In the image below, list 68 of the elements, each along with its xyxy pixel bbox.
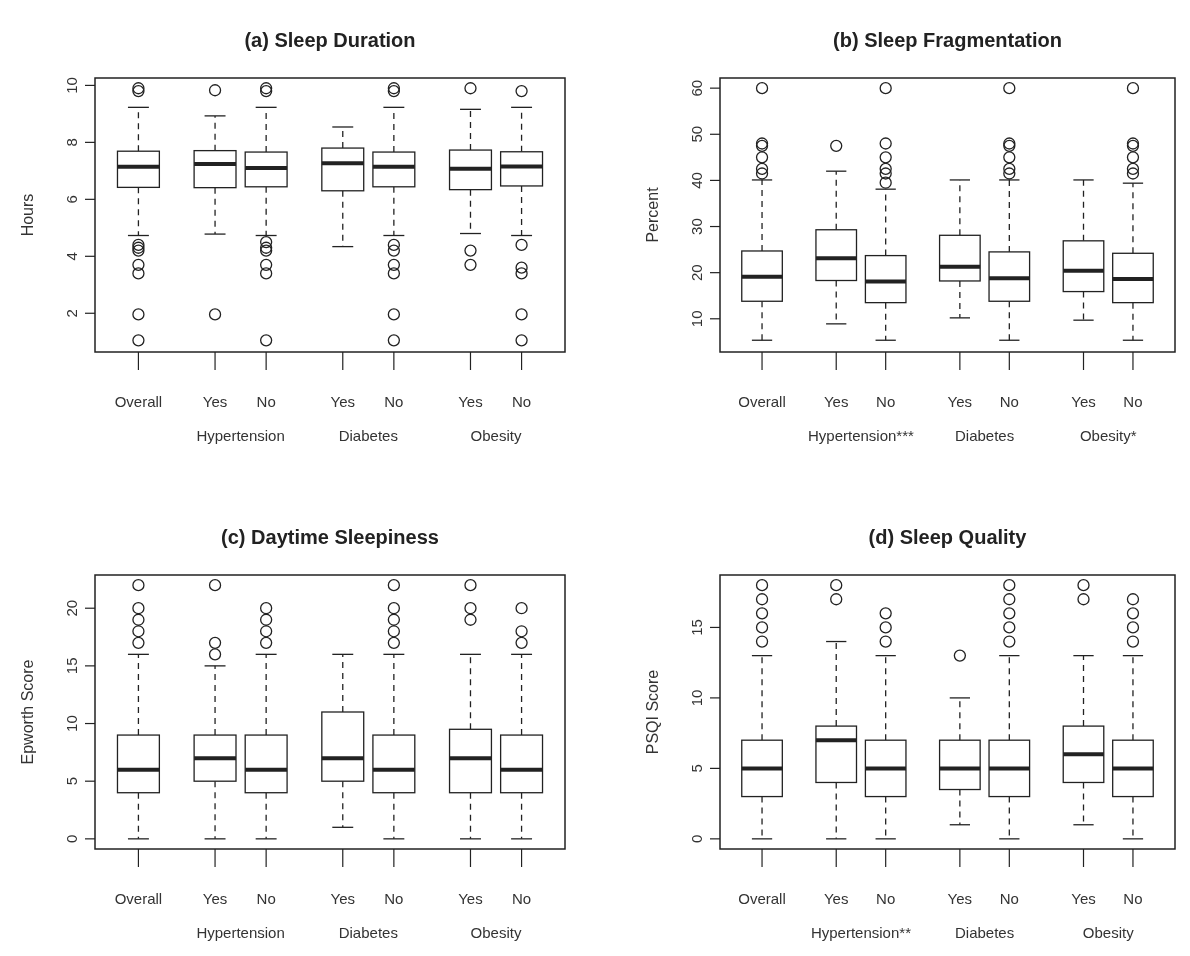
x-tick-label: No: [876, 890, 896, 907]
y-tick-label: 0: [63, 834, 80, 844]
text: Hypertension: [196, 427, 285, 444]
y-tick-label: 8: [63, 138, 80, 147]
x-tick-label: Yes: [823, 393, 849, 410]
x-tick-label: No: [511, 393, 532, 410]
y-tick-label: 15: [688, 619, 705, 636]
x-tick-label: Yes: [1071, 393, 1096, 410]
text: Hypertension***: [808, 427, 915, 444]
y-tick-label: 10: [63, 77, 80, 94]
y-axis-title: Percent: [644, 186, 661, 243]
y-axis-title: Hours: [19, 193, 36, 237]
x-tick-label: No: [999, 890, 1019, 907]
text: Diabetes: [954, 924, 1015, 941]
y-tick-label: 20: [63, 599, 80, 617]
x-tick-label: No: [511, 890, 532, 907]
y-tick-label: 2: [63, 309, 80, 318]
y-tick-label: 0: [688, 834, 705, 844]
y-tick-label: 10: [63, 715, 80, 732]
x-tick-label: No: [1123, 890, 1143, 907]
x-tick-label: Yes: [330, 393, 356, 410]
y-tick-label: 15: [63, 657, 80, 675]
text: Diabetes: [954, 427, 1015, 444]
x-tick-label: Yes: [202, 890, 228, 907]
y-tick-label: 30: [688, 218, 705, 235]
y-axis-title: PSQI Score: [644, 669, 661, 755]
x-tick-label: Overall: [738, 393, 786, 410]
text: Hypertension**: [810, 924, 912, 941]
x-tick-label: Overall: [738, 890, 786, 907]
x-tick-label: No: [999, 393, 1019, 410]
x-tick-label: No: [256, 890, 276, 907]
x-tick-label: Yes: [458, 393, 483, 410]
y-tick-label: 5: [688, 764, 705, 773]
x-tick-label: Yes: [1071, 890, 1096, 907]
y-tick-label: 20: [688, 264, 705, 281]
x-tick-label: Yes: [947, 393, 973, 410]
y-tick-label: 10: [688, 689, 705, 707]
y-tick-label: 50: [688, 125, 705, 143]
x-tick-label: Yes: [823, 890, 849, 907]
chart-title: (b) Sleep Fragmentation: [833, 29, 1062, 51]
text: Obesity: [470, 924, 522, 941]
text: Hypertension: [196, 924, 285, 941]
text: Obesity: [470, 427, 522, 444]
y-tick-label: 4: [63, 252, 80, 261]
y-tick-label: 40: [688, 172, 705, 189]
x-tick-label: No: [384, 890, 404, 907]
text: Diabetes: [338, 427, 398, 444]
text: Diabetes: [338, 924, 398, 941]
y-tick-label: 60: [688, 79, 705, 97]
chart-title: (c) Daytime Sleepiness: [221, 526, 439, 548]
text: Obesity*: [1079, 427, 1137, 444]
x-tick-label: Yes: [202, 393, 228, 410]
x-tick-label: No: [384, 393, 404, 410]
x-tick-label: Overall: [114, 890, 163, 907]
x-tick-label: Overall: [114, 393, 163, 410]
chart-title: (d) Sleep Quality: [868, 526, 1028, 548]
y-tick-label: 10: [688, 310, 705, 328]
y-axis-title: Epworth Score: [19, 659, 36, 765]
y-tick-label: 6: [63, 195, 80, 204]
x-tick-label: Yes: [330, 890, 356, 907]
x-tick-label: No: [876, 393, 896, 410]
x-tick-label: Yes: [947, 890, 973, 907]
y-tick-label: 5: [63, 777, 80, 786]
x-tick-label: No: [1123, 393, 1143, 410]
x-tick-label: Yes: [458, 890, 483, 907]
chart-title: (a) Sleep Duration: [244, 29, 416, 51]
text: Obesity: [1082, 924, 1135, 941]
x-tick-label: No: [256, 393, 276, 410]
